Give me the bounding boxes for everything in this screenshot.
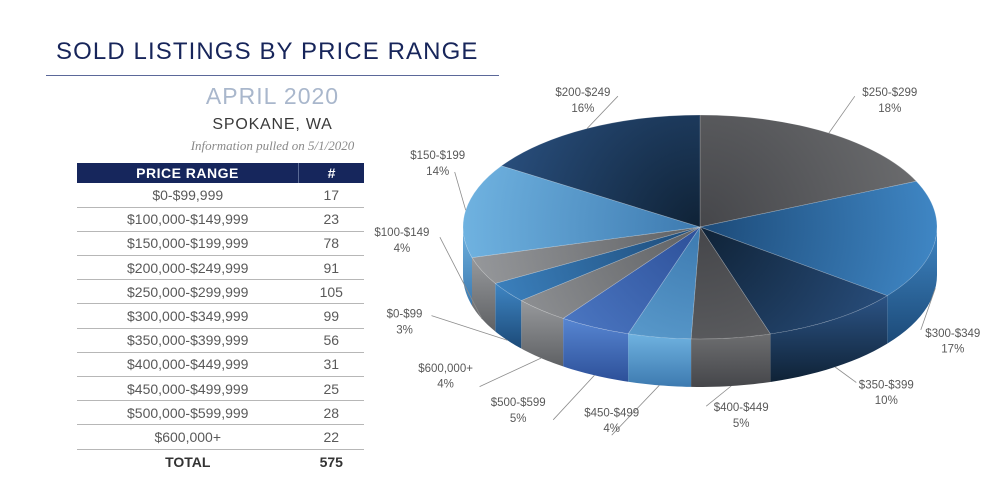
svg-text:4%: 4% (603, 423, 620, 435)
svg-text:$450-$499: $450-$499 (584, 408, 639, 420)
svg-text:$100-$149: $100-$149 (374, 227, 429, 239)
svg-text:14%: 14% (426, 166, 449, 178)
svg-text:17%: 17% (941, 344, 964, 356)
svg-text:18%: 18% (878, 103, 901, 115)
svg-text:4%: 4% (394, 243, 411, 255)
svg-text:4%: 4% (437, 379, 454, 391)
svg-text:$400-$449: $400-$449 (714, 402, 769, 414)
svg-text:16%: 16% (571, 103, 594, 115)
svg-text:5%: 5% (733, 418, 750, 430)
svg-text:$250-$299: $250-$299 (862, 87, 917, 99)
svg-text:3%: 3% (396, 324, 413, 336)
svg-text:$600,000+: $600,000+ (418, 363, 473, 375)
svg-text:$500-$599: $500-$599 (491, 397, 546, 409)
svg-text:$200-$249: $200-$249 (555, 87, 610, 99)
svg-text:5%: 5% (510, 413, 527, 425)
svg-text:10%: 10% (875, 395, 898, 407)
svg-text:$150-$199: $150-$199 (410, 150, 465, 162)
svg-text:$350-$399: $350-$399 (859, 380, 914, 392)
svg-text:$0-$99: $0-$99 (387, 309, 423, 321)
svg-text:$300-$349: $300-$349 (925, 328, 980, 340)
